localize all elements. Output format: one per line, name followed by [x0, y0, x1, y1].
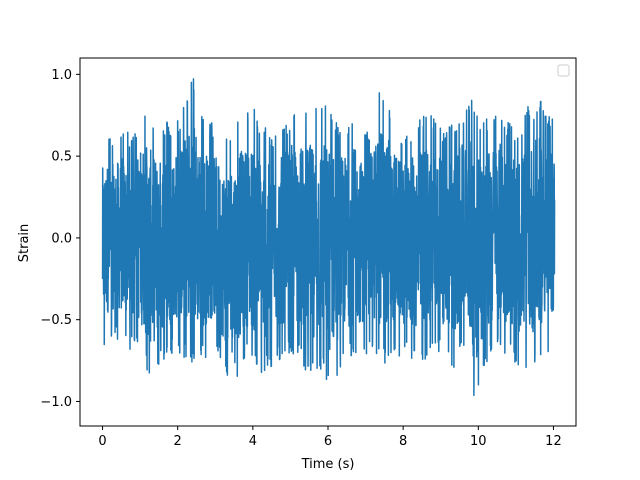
y-axis-label: Strain — [17, 224, 32, 263]
x-tick-label: 4 — [249, 434, 257, 449]
x-tick-label: 0 — [98, 434, 106, 449]
y-tick-label: 0.0 — [51, 231, 72, 246]
x-axis-label: Time (s) — [301, 457, 355, 472]
axes: 0 2 4 6 8 10 12 −1.0 −0.5 0.0 0.5 1.0 — [40, 57, 577, 449]
x-tick-label: 6 — [324, 434, 332, 449]
x-tick-label: 2 — [174, 434, 182, 449]
y-tick-label: −0.5 — [40, 313, 72, 328]
y-tick-label: 1.0 — [51, 68, 72, 83]
y-tick-label: 0.5 — [51, 150, 72, 165]
x-tick-label: 8 — [399, 434, 407, 449]
y-tick-label: −1.0 — [40, 395, 72, 410]
plot-area — [101, 78, 556, 397]
legend-box — [557, 64, 570, 77]
x-tick-label: 12 — [545, 434, 562, 449]
series-line-0 — [101, 78, 556, 397]
x-tick-label: 10 — [470, 434, 487, 449]
